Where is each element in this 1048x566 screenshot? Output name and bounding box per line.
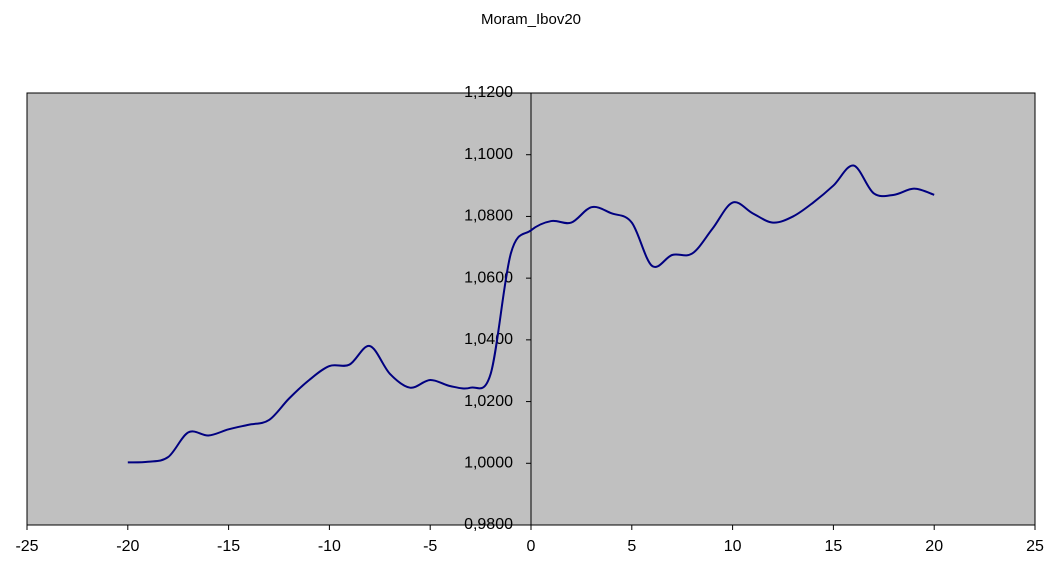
- x-tick-label: -15: [217, 538, 240, 555]
- x-tick-label: 0: [527, 538, 536, 555]
- y-tick-label: 0,9800: [464, 516, 513, 533]
- y-tick-label: 1,0200: [464, 393, 513, 410]
- x-tick-label: 10: [724, 538, 742, 555]
- x-tick-label: 20: [925, 538, 943, 555]
- y-tick-label: 1,0000: [464, 455, 513, 472]
- x-tick-label: 15: [825, 538, 843, 555]
- x-tick-label: 25: [1026, 538, 1044, 555]
- y-tick-label: 1,0600: [464, 269, 513, 286]
- x-tick-label: 5: [627, 538, 636, 555]
- chart-title: Moram_Ibov20: [481, 11, 581, 28]
- series-line: [127, 164, 935, 464]
- x-tick-label: -25: [15, 538, 38, 555]
- y-tick-label: 1,1000: [464, 146, 513, 163]
- y-tick-label: 1,1200: [464, 84, 513, 101]
- y-tick-label: 1,0400: [464, 331, 513, 348]
- x-tick-label: -20: [116, 538, 139, 555]
- x-tick-label: -10: [318, 538, 341, 555]
- y-tick-label: 1,0800: [464, 208, 513, 225]
- x-tick-label: -5: [423, 538, 437, 555]
